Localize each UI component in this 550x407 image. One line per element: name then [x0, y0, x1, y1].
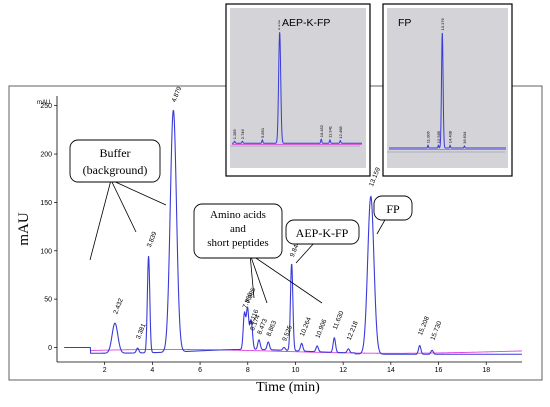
inset-peak-label: 2.746 — [240, 128, 245, 139]
annotation-aep-k-fp: AEP-K-FP — [285, 219, 360, 264]
x-tick-label: 8 — [246, 367, 250, 374]
inset-peak-label: 13.176 — [440, 17, 445, 30]
annotation-amino-line3: short peptides — [207, 237, 268, 249]
inset-peak-label: 16.634 — [462, 131, 467, 144]
annotation-fp-line1: FP — [386, 202, 400, 216]
inset-peak-label: 10.452 — [319, 124, 324, 137]
x-tick-label: 12 — [339, 367, 347, 374]
x-tick-label: 14 — [387, 367, 395, 374]
inset-peak-label: 12.468 — [338, 126, 343, 139]
baseline-trace — [90, 348, 523, 354]
annotation-amino-line1: Amino acids — [210, 209, 266, 221]
inset-peak-label: 12.585 — [436, 130, 441, 143]
y-unit-label: mAU — [37, 100, 50, 106]
inset-peak-label: 14.408 — [448, 130, 453, 143]
annotation-buffer-line1: Buffer — [99, 146, 130, 160]
inset-peak-label: 5.851 — [260, 127, 265, 138]
x-tick-label: 10 — [292, 367, 300, 374]
inset-peak-label: 1.285 — [232, 128, 237, 139]
inset-peak-label: 11.941 — [327, 125, 332, 138]
main-trace — [64, 110, 522, 355]
x-tick-label: 6 — [198, 367, 202, 374]
x-axis-title: Time (min) — [256, 380, 320, 395]
inset-peak-label: 11.006 — [426, 130, 431, 143]
annotation-amino-acids: Amino acids and short peptides — [193, 203, 323, 304]
inset-aep-title: AEP-K-FP — [282, 17, 330, 29]
inset-peak-label: 8.838 — [277, 19, 282, 30]
x-tick-label: 18 — [482, 367, 490, 374]
x-tick-label: 2 — [103, 367, 107, 374]
annotation-aep-line1: AEP-K-FP — [296, 226, 349, 240]
y-tick-label: 0 — [48, 345, 52, 352]
annotation-amino-line2: and — [230, 223, 246, 235]
x-tick-label: 4 — [150, 367, 154, 374]
inset-aep-k-fp: 1.285 2.746 5.851 8.838 10.452 11.941 12.468 A… — [225, 3, 371, 177]
y-axis-title: mAU — [16, 212, 32, 246]
y-tick-label: 50 — [44, 297, 52, 304]
annotation-fp: FP — [373, 195, 413, 235]
annotation-buffer: Buffer (background) — [69, 139, 167, 261]
x-tick-label: 16 — [435, 367, 443, 374]
y-tick-label: 100 — [40, 248, 52, 255]
y-tick-label: 150 — [40, 200, 52, 207]
y-tick-label: 200 — [40, 152, 52, 159]
inset-fp: 11.006 12.585 13.176 14.408 16.634 FP — [382, 3, 513, 177]
inset-fp-title: FP — [398, 17, 411, 29]
annotation-buffer-line2: (background) — [83, 163, 148, 177]
y-tick-label: 250 — [40, 103, 52, 110]
